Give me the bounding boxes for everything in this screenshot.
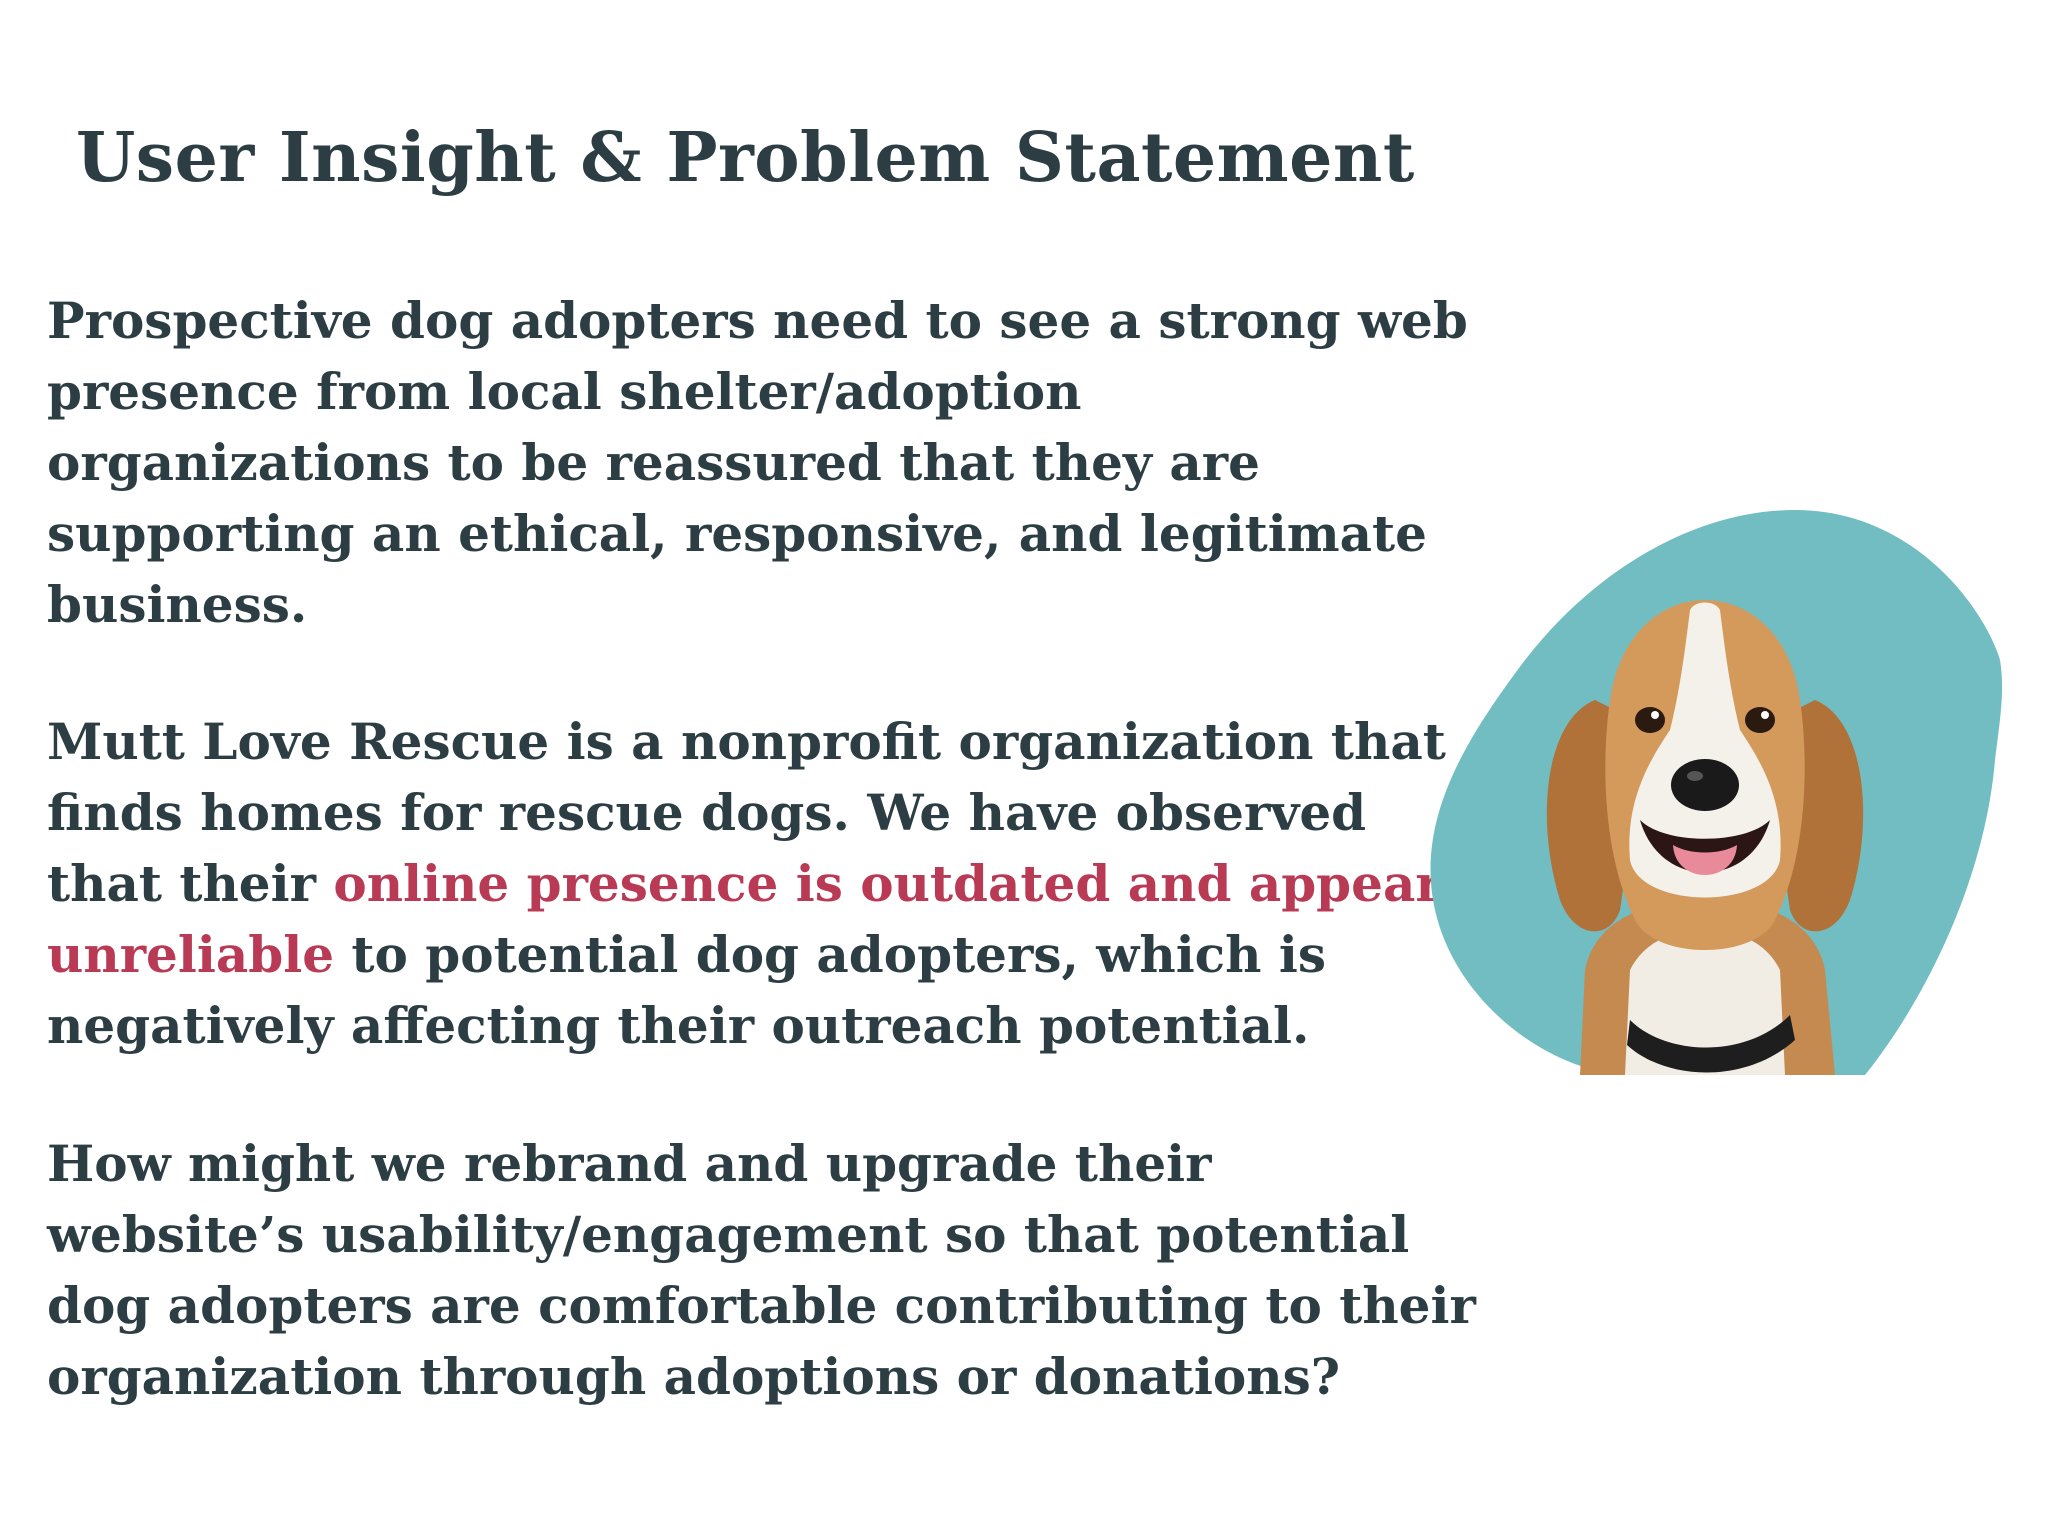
- insight-line-4: supporting an ethical, responsive, and l…: [47, 504, 1427, 563]
- problem-highlight-text-continued: unreliable: [47, 925, 335, 984]
- dog-illustration: [1395, 500, 2005, 1080]
- page-title: User Insight & Problem Statement: [76, 118, 1415, 198]
- hmw-question-paragraph: How might we rebrand and upgrade their w…: [47, 1128, 1476, 1412]
- hmw-line-2: website’s usability/engagement so that p…: [47, 1205, 1410, 1264]
- insight-line-2: presence from local shelter/adoption: [47, 362, 1082, 421]
- hmw-line-3: dog adopters are comfortable contributin…: [47, 1276, 1476, 1335]
- problem-highlight-text: online presence is outdated and appears: [333, 854, 1470, 913]
- problem-line-2: finds homes for rescue dogs. We have obs…: [47, 783, 1367, 842]
- problem-line-3: that their online presence is outdated a…: [47, 848, 1470, 919]
- insight-line-3: organizations to be reassured that they …: [47, 433, 1260, 492]
- problem-line-5: negatively affecting their outreach pote…: [47, 996, 1310, 1055]
- problem-paragraph: Mutt Love Rescue is a nonprofit organiza…: [47, 706, 1470, 1061]
- problem-line-4-text: to potential dog adopters, which is: [334, 925, 1327, 984]
- insight-line-1: Prospective dog adopters need to see a s…: [47, 291, 1468, 350]
- problem-line-1: Mutt Love Rescue is a nonprofit organiza…: [47, 712, 1446, 771]
- problem-line-4: unreliable to potential dog adopters, wh…: [47, 919, 1467, 990]
- insight-line-5: business.: [47, 575, 308, 634]
- beagle-dog-icon: [1546, 600, 1864, 1075]
- hmw-line-1: How might we rebrand and upgrade their: [47, 1134, 1212, 1193]
- user-insight-paragraph: Prospective dog adopters need to see a s…: [47, 285, 1468, 640]
- problem-line-3-text: that their: [47, 854, 334, 913]
- hmw-line-4: organization through adoptions or donati…: [47, 1347, 1341, 1406]
